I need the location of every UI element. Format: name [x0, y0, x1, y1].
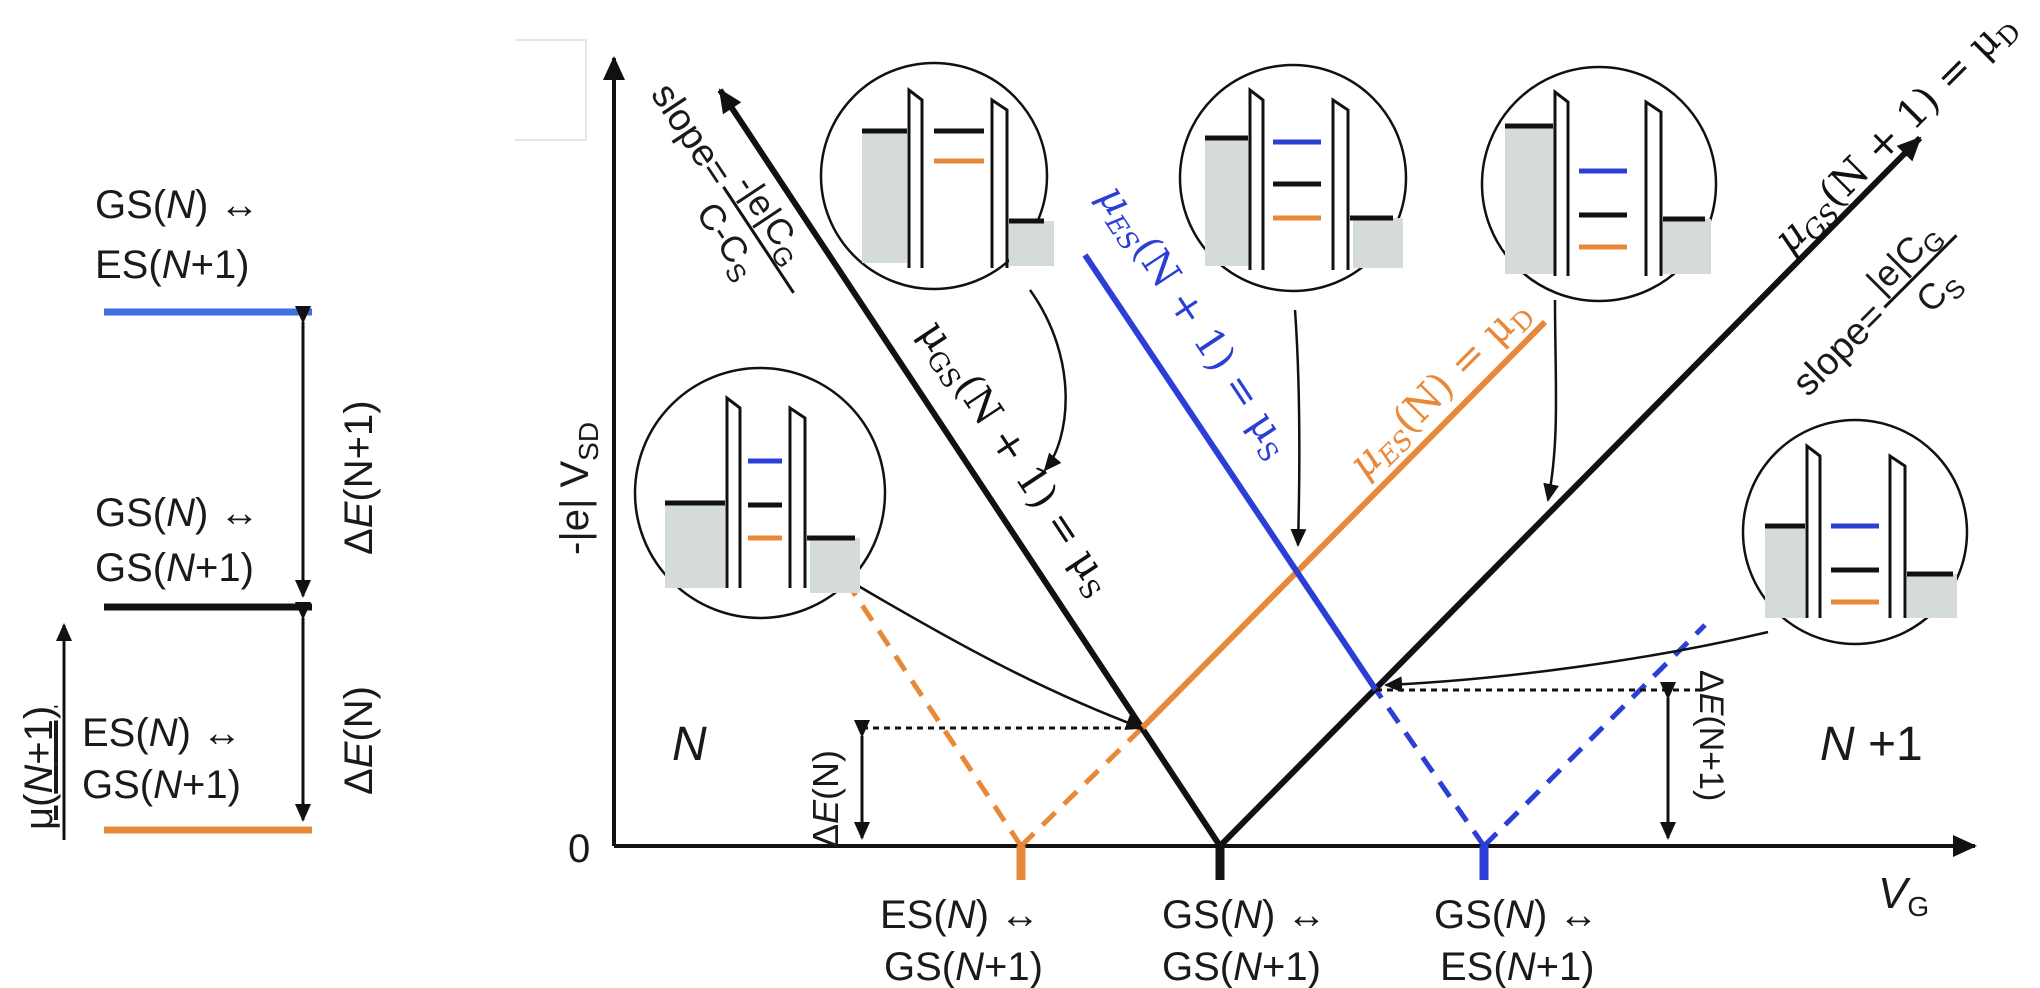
bottom-label-es-gs-line2: GS(N+1) [884, 945, 1043, 988]
inset-circle-4 [1480, 65, 1718, 303]
x-axis-label: VG [1878, 869, 1929, 922]
main-plot: -|e| VSD VG 0 N N +1 ES(N) ↔ GS(N+1) GS(… [515, 3, 2028, 988]
bottom-label-gs-gs-line2: GS(N+1) [1162, 945, 1321, 988]
inset-1-barrier-right [788, 405, 807, 588]
level-gs-n1-label-line1: GS(N) ↔ [95, 491, 259, 535]
inset-3-drain-fill [1353, 218, 1403, 268]
callout-arrow-5 [1384, 630, 1769, 693]
mu-axis-label: μ(N+1) [17, 706, 61, 830]
dashed-blue-left [1373, 688, 1487, 848]
label-mu-es-n-drain: μES(N) = μD [1340, 289, 1542, 491]
inset-5-barrier-right [1888, 453, 1907, 618]
gap-label-lower: ΔE(N) [337, 686, 381, 795]
gap-label-left: ΔE(N) [805, 750, 846, 848]
callout-arrow-3 [1290, 309, 1307, 547]
bottom-label-gs-es-line1: GS(N) ↔ [1434, 893, 1598, 937]
inset-1-drain-fill [810, 538, 860, 593]
level-es-n-label-line1: ES(N) ↔ [82, 711, 242, 755]
inset-2-drain-fill [1009, 221, 1054, 266]
zero-label: 0 [568, 827, 590, 871]
inset-3-barrier-left [1248, 86, 1265, 270]
inset-4-barrier-left [1553, 88, 1570, 276]
inset-4-barrier-right [1644, 99, 1663, 276]
gap-label-upper: ΔE(N+1) [337, 400, 381, 555]
inset-3-barrier-right [1331, 97, 1350, 270]
crop-frame [515, 39, 587, 141]
callout-arrow-1 [854, 582, 1144, 730]
dashed-orange-left [849, 588, 1024, 848]
inset-5-barrier-left [1805, 442, 1822, 618]
inset-2-barrier-left [907, 86, 924, 268]
inset-3-source-fill [1205, 138, 1250, 266]
y-axis-label: -|e| VSD [553, 422, 604, 555]
inset-circle-1 [633, 366, 887, 620]
inset-5-source-fill [1765, 526, 1805, 618]
inset-circle-3 [1178, 63, 1408, 293]
inset-1-barrier-left [725, 394, 742, 588]
label-mu-gs-n1-source: μGS(N + 1) = μS [905, 312, 1123, 605]
inset-circle-5 [1741, 418, 1969, 646]
inset-1-source-fill [665, 503, 725, 588]
inset-circle-2 [819, 61, 1054, 291]
level-gs-n1-label-line2: GS(N+1) [95, 546, 254, 590]
level-es-n1-label-line2: ES(N+1) [95, 243, 250, 287]
inset-2-barrier-right [990, 97, 1009, 268]
energy-level-panel: GS(N) ↔ ES(N+1) GS(N) ↔ GS(N+1) ES(N) ↔ … [17, 183, 381, 840]
bottom-label-gs-es-line2: ES(N+1) [1440, 945, 1595, 988]
bottom-label-gs-gs-line1: GS(N) ↔ [1162, 893, 1326, 937]
inset-4-source-fill [1505, 126, 1555, 274]
line-gs-n1-drain [1217, 135, 1923, 849]
line-es-n-drain [1139, 319, 1548, 731]
dashed-orange-right [1019, 726, 1144, 848]
slope-label-left: slope= -|e|CG C-CS [642, 76, 804, 294]
slope-right-fraction-bar [1883, 234, 1958, 309]
inset-4-drain-fill [1661, 219, 1711, 274]
inset-2-source-fill [862, 131, 907, 263]
label-mu-gs-n1-drain: μGS(N + 1) = μD [1765, 3, 2028, 266]
level-es-n1-label-line1: GS(N) ↔ [95, 183, 259, 227]
line-es-n1-source [1082, 253, 1379, 692]
slope-right-prefix: slope= [1785, 295, 1895, 405]
bottom-label-es-gs-line1: ES(N) ↔ [880, 893, 1040, 937]
region-n-label: N [672, 718, 707, 771]
gap-label-right: ΔE(N+1) [1692, 670, 1730, 801]
callout-arrow-2 [1028, 289, 1067, 472]
dashed-blue-right [1482, 623, 1707, 848]
callout-arrow-4 [1543, 299, 1559, 502]
level-es-n-label-line2: GS(N+1) [82, 763, 241, 807]
region-n-plus-1-label: N +1 [1820, 718, 1923, 771]
inset-5-drain-fill [1907, 574, 1957, 618]
slope-left-fraction-bar [722, 186, 795, 294]
